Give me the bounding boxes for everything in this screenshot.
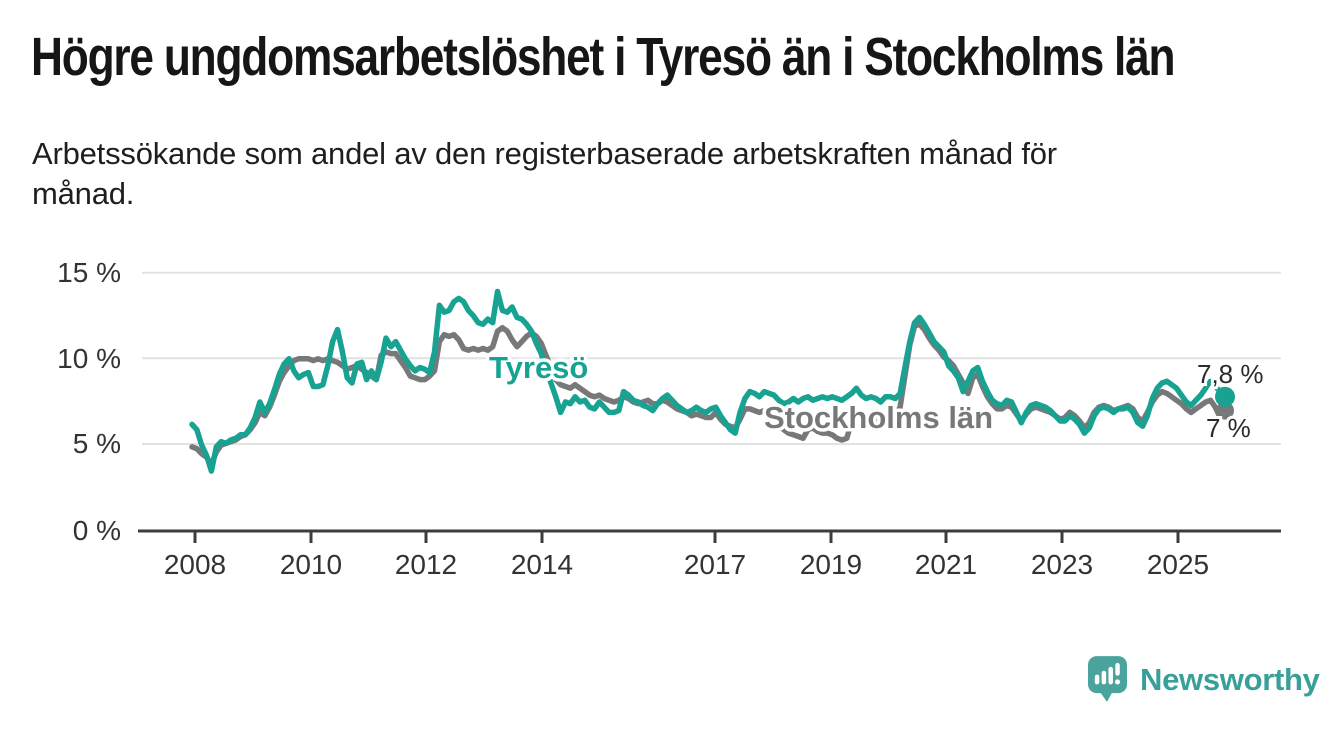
series-line-tyreso	[189, 288, 1228, 474]
x-tick-label-2017: 2017	[684, 549, 746, 580]
y-tick-label-0: 0 %	[73, 515, 121, 546]
x-tick-label-2023: 2023	[1031, 549, 1093, 580]
newsworthy-logo: Newsworthy	[1088, 656, 1320, 703]
chart-title: Högre ungdomsarbetslöshet i Tyresö än i …	[31, 27, 1176, 87]
y-tick-label-15: 15 %	[57, 257, 121, 288]
x-tick-label-2012: 2012	[395, 549, 457, 580]
newsworthy-logo-icon	[1088, 656, 1127, 702]
y-tick-label-10: 10 %	[57, 343, 121, 374]
end-value-label-stockholms-lan: 7 %	[1206, 413, 1251, 443]
series-label-tyreso: Tyresö	[489, 350, 588, 385]
chart-subtitle: Arbetssökande som andel av den registerb…	[32, 136, 1057, 211]
end-dot-stockholms-lan	[1216, 401, 1234, 420]
x-tick-label-2019: 2019	[800, 549, 862, 580]
end-dot-tyreso	[1215, 386, 1235, 407]
newsworthy-logo-text: Newsworthy	[1140, 661, 1320, 697]
y-tick-label-5: 5 %	[73, 428, 121, 459]
x-tick-label-2014: 2014	[511, 549, 573, 580]
x-tick-label-2025: 2025	[1147, 549, 1209, 580]
x-axis-ticks	[193, 532, 1180, 543]
x-tick-label-2008: 2008	[164, 549, 226, 580]
x-tick-label-2010: 2010	[280, 549, 342, 580]
x-tick-label-2021: 2021	[915, 549, 977, 580]
series-label-stockholms-lan: Stockholms län	[764, 400, 993, 435]
end-value-label-tyreso: 7,8 %	[1197, 359, 1264, 389]
